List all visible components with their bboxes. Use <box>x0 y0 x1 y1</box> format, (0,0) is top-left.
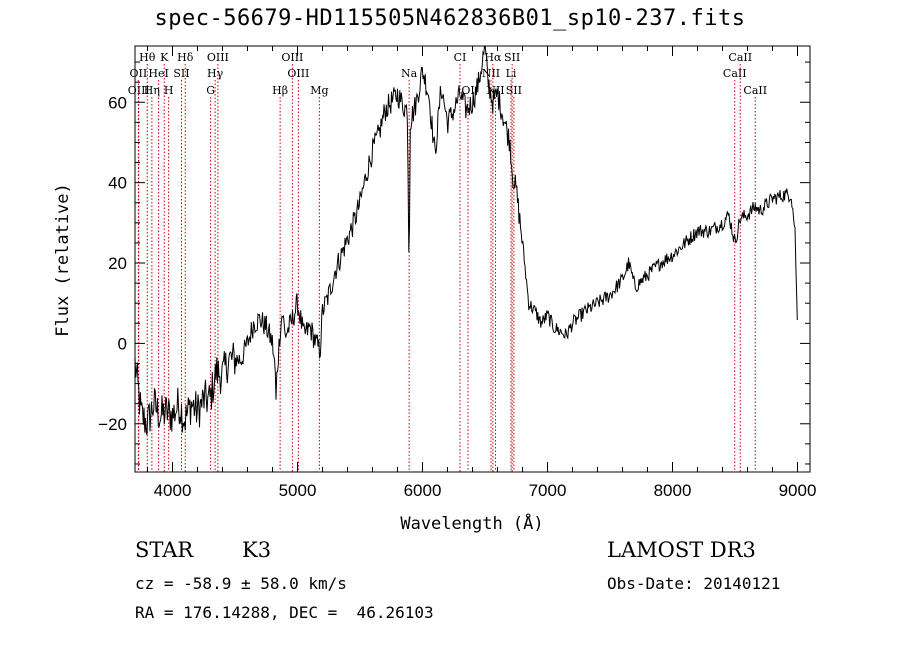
redshift-readout: cz = -58.9 ± 58.0 km/s <box>135 574 347 593</box>
marker-label: H <box>164 84 174 97</box>
marker-label: SII <box>173 67 189 80</box>
x-tick-label-9000: 9000 <box>779 481 817 500</box>
marker-label: OIII <box>207 51 229 64</box>
chart-title: spec-56679-HD115505N462836B01_sp10-237.f… <box>154 6 746 31</box>
marker-label: NII <box>482 67 500 80</box>
y-tick-label: −20 <box>98 415 127 434</box>
marker-label: OIII <box>281 51 303 64</box>
marker-label: OIII <box>128 84 150 97</box>
survey-name: LAMOST DR3 <box>607 538 756 562</box>
coordinates-readout: RA = 176.14288, DEC = 46.26103 <box>135 603 434 622</box>
marker-label: Hα <box>484 51 502 64</box>
marker-label: Hη <box>144 84 160 97</box>
marker-label: Li <box>506 67 517 80</box>
spectrum-line <box>134 45 798 435</box>
x-tick-label-5000: 5000 <box>279 481 317 500</box>
y-tick-label: 60 <box>108 93 127 112</box>
y-tick-label: 40 <box>108 174 127 193</box>
object-class: STAR <box>135 538 194 562</box>
x-tick-label-6000: 6000 <box>404 481 442 500</box>
object-subclass: K3 <box>242 538 272 562</box>
y-axis-label: Flux (relative) <box>53 183 73 337</box>
marker-label: Hδ <box>177 51 194 64</box>
marker-label: SII <box>506 84 522 97</box>
marker-label: Hθ <box>139 51 156 64</box>
marker-label: OIII <box>287 67 309 80</box>
marker-label: HeI <box>148 67 168 80</box>
x-tick-label-8000: 8000 <box>654 481 692 500</box>
x-axis-label: Wavelength (Å) <box>400 512 543 534</box>
marker-label: Hβ <box>272 84 288 97</box>
line-markers: Hθ OII OIII K HeI Hη SII H Hδ OIII Hγ G OIII OIII Hβ Mg… <box>128 51 767 472</box>
axis-ticks: 4000 5000 6000 7000 8000 9000 −20 0 20 40 60 <box>98 46 816 500</box>
x-tick-label-7000: 7000 <box>529 481 567 500</box>
marker-label: OII <box>130 67 148 80</box>
marker-label: CI <box>454 51 467 64</box>
x-tick-label-4000: 4000 <box>154 481 192 500</box>
marker-label: K <box>160 51 169 64</box>
observation-date: Obs-Date: 20140121 <box>607 574 781 593</box>
y-tick-label: 20 <box>108 254 127 273</box>
y-tick-label: 0 <box>118 334 127 353</box>
marker-label: CaII <box>723 67 747 80</box>
marker-label: Mg <box>310 84 328 97</box>
marker-label: G <box>206 84 215 97</box>
marker-label: Hγ <box>207 67 224 80</box>
marker-label: CaII <box>728 51 752 64</box>
marker-label: Na <box>401 67 418 80</box>
marker-label: CaII <box>743 84 767 97</box>
marker-label: SII <box>504 51 520 64</box>
